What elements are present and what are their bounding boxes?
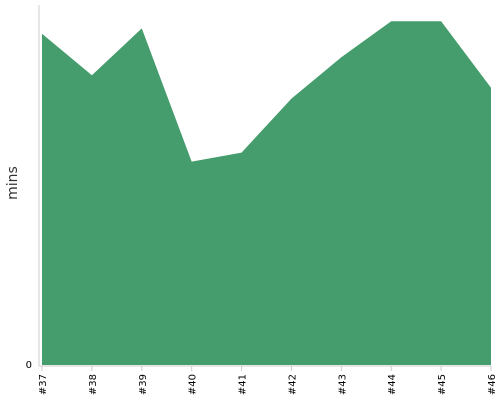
x-tick-label: #37 [38, 374, 49, 395]
x-axis-ticks: #37 #38 #39 #40 #41 #42 #43 #44 #45 #46 [38, 366, 498, 395]
x-tick-label: #42 [287, 374, 298, 395]
area-layer [42, 21, 491, 365]
area-series [42, 21, 491, 365]
x-tick-label: #41 [238, 374, 249, 395]
x-tick-label: #39 [138, 374, 149, 395]
x-tick-label: #44 [387, 374, 398, 395]
x-tick-label: #46 [487, 374, 498, 395]
y-axis-ticks: 0 [26, 360, 32, 371]
y-axis-label: mins [5, 166, 21, 200]
x-tick-label: #45 [437, 374, 448, 395]
x-tick-label: #38 [88, 374, 99, 395]
x-tick-label: #43 [337, 374, 348, 395]
x-tick-label: #40 [188, 374, 199, 395]
y-tick-label: 0 [26, 360, 32, 371]
